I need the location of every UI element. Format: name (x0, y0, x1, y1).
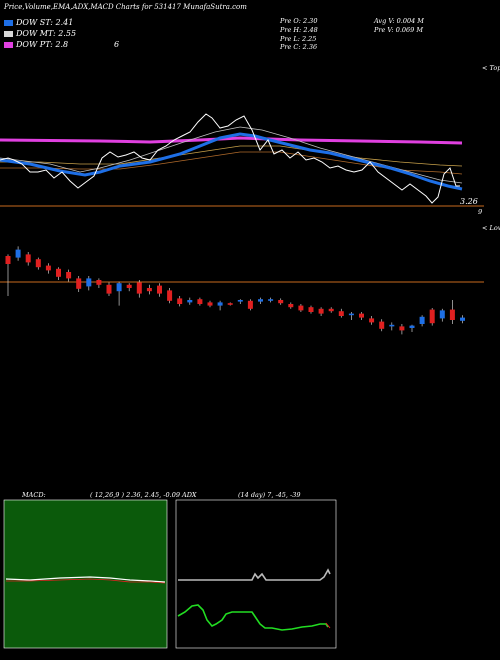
candle-body (278, 300, 284, 304)
candle-body (66, 272, 72, 279)
candle-body (227, 303, 233, 305)
candle-body (207, 302, 213, 306)
candle-body (126, 284, 132, 288)
di-minus-tick (325, 622, 331, 629)
legend-dow-mt-label: DOW MT: 2.55 (16, 29, 77, 38)
candle-body (136, 282, 142, 294)
candle-body (35, 259, 41, 268)
quote-pre-volume: Pre V: 0.069 M (374, 26, 424, 34)
price-ema-panel (0, 113, 484, 207)
candle-body (217, 302, 223, 306)
candle-body (399, 326, 405, 331)
candle-body (409, 325, 415, 328)
quote-close: Pre C: 2.36 (280, 43, 318, 51)
candle-body (237, 300, 243, 302)
di-line (177, 604, 329, 631)
macd-params: ( 12,26,9 ) 2.36, 2.45, -0.09 (90, 491, 180, 499)
macd-line (5, 576, 166, 583)
macd-signal-line (6, 578, 166, 584)
candle-body (288, 304, 294, 308)
candle-body (268, 299, 274, 301)
quote-open: Pre O: 2.30 (280, 17, 318, 25)
candle-body (338, 311, 344, 316)
candle-body (25, 254, 31, 263)
price-close-line (0, 113, 460, 204)
candle-body (258, 299, 263, 302)
candlestick-panel (0, 246, 484, 335)
candle-body (460, 317, 465, 321)
candle-body (359, 313, 364, 318)
candle-body (167, 290, 173, 301)
ema-mid-line-1 (0, 145, 463, 167)
legend-dow-pt-label: DOW PT: 2.8 (16, 40, 69, 49)
legend-dow-st-swatch (4, 20, 13, 26)
price-last-label: 3.26 (460, 197, 478, 206)
price-marker-label: 9 (478, 208, 483, 216)
chart-title: Price,Volume,EMA,ADX,MACD Charts for 531… (4, 3, 247, 11)
macd-background (3, 499, 168, 649)
legend-extra-value: 6 (114, 40, 120, 49)
candle-body (449, 309, 455, 320)
candle-body (146, 288, 152, 292)
macd-label: MACD: (22, 491, 46, 499)
quote-high: Pre H: 2.48 (280, 26, 318, 34)
legend-dow-pt-swatch (4, 42, 13, 48)
candle-body (76, 278, 82, 289)
legend-dow-pt: DOW PT: 2.8 (4, 40, 68, 49)
price-top-label: < Tops (482, 64, 500, 72)
candle-body (439, 310, 445, 319)
legend-dow-st-label: DOW ST: 2.41 (16, 18, 74, 27)
quote-low: Pre L: 2.25 (280, 35, 317, 43)
legend-dow-mt: DOW MT: 2.55 (4, 29, 76, 38)
candle-body (379, 321, 385, 329)
candle-body (157, 285, 162, 294)
candle-body (369, 318, 375, 323)
legend-dow-mt-swatch (4, 31, 13, 37)
candle-body (106, 284, 112, 294)
candle-body (96, 280, 102, 285)
legend-dow-st: DOW ST: 2.41 (4, 18, 73, 27)
candle-body (187, 300, 193, 303)
adx-params: (14 day) 7, -45, -39 (238, 491, 301, 499)
candle-body (177, 298, 183, 304)
candle-body (247, 300, 253, 309)
candle-body (419, 316, 425, 324)
candle-body (429, 309, 435, 324)
candle-body (318, 308, 324, 314)
candle-lows-label: < Lows (482, 224, 500, 232)
candle-body (197, 299, 203, 304)
candle-body (15, 249, 21, 258)
adx-line (178, 568, 331, 581)
candle-body (86, 278, 92, 287)
adx-label: ADX (182, 491, 197, 499)
quote-avg-volume: Avg V: 0.004 M (374, 17, 424, 25)
candle-body (348, 313, 354, 316)
candle-body (389, 324, 395, 327)
candle-body (298, 305, 304, 311)
candle-body (5, 256, 11, 264)
candle-body (45, 265, 51, 271)
candle-body (56, 268, 61, 277)
ema-long-line (0, 136, 463, 145)
candle-body (308, 307, 314, 312)
candle-body (116, 283, 122, 292)
candle-body (328, 308, 334, 312)
